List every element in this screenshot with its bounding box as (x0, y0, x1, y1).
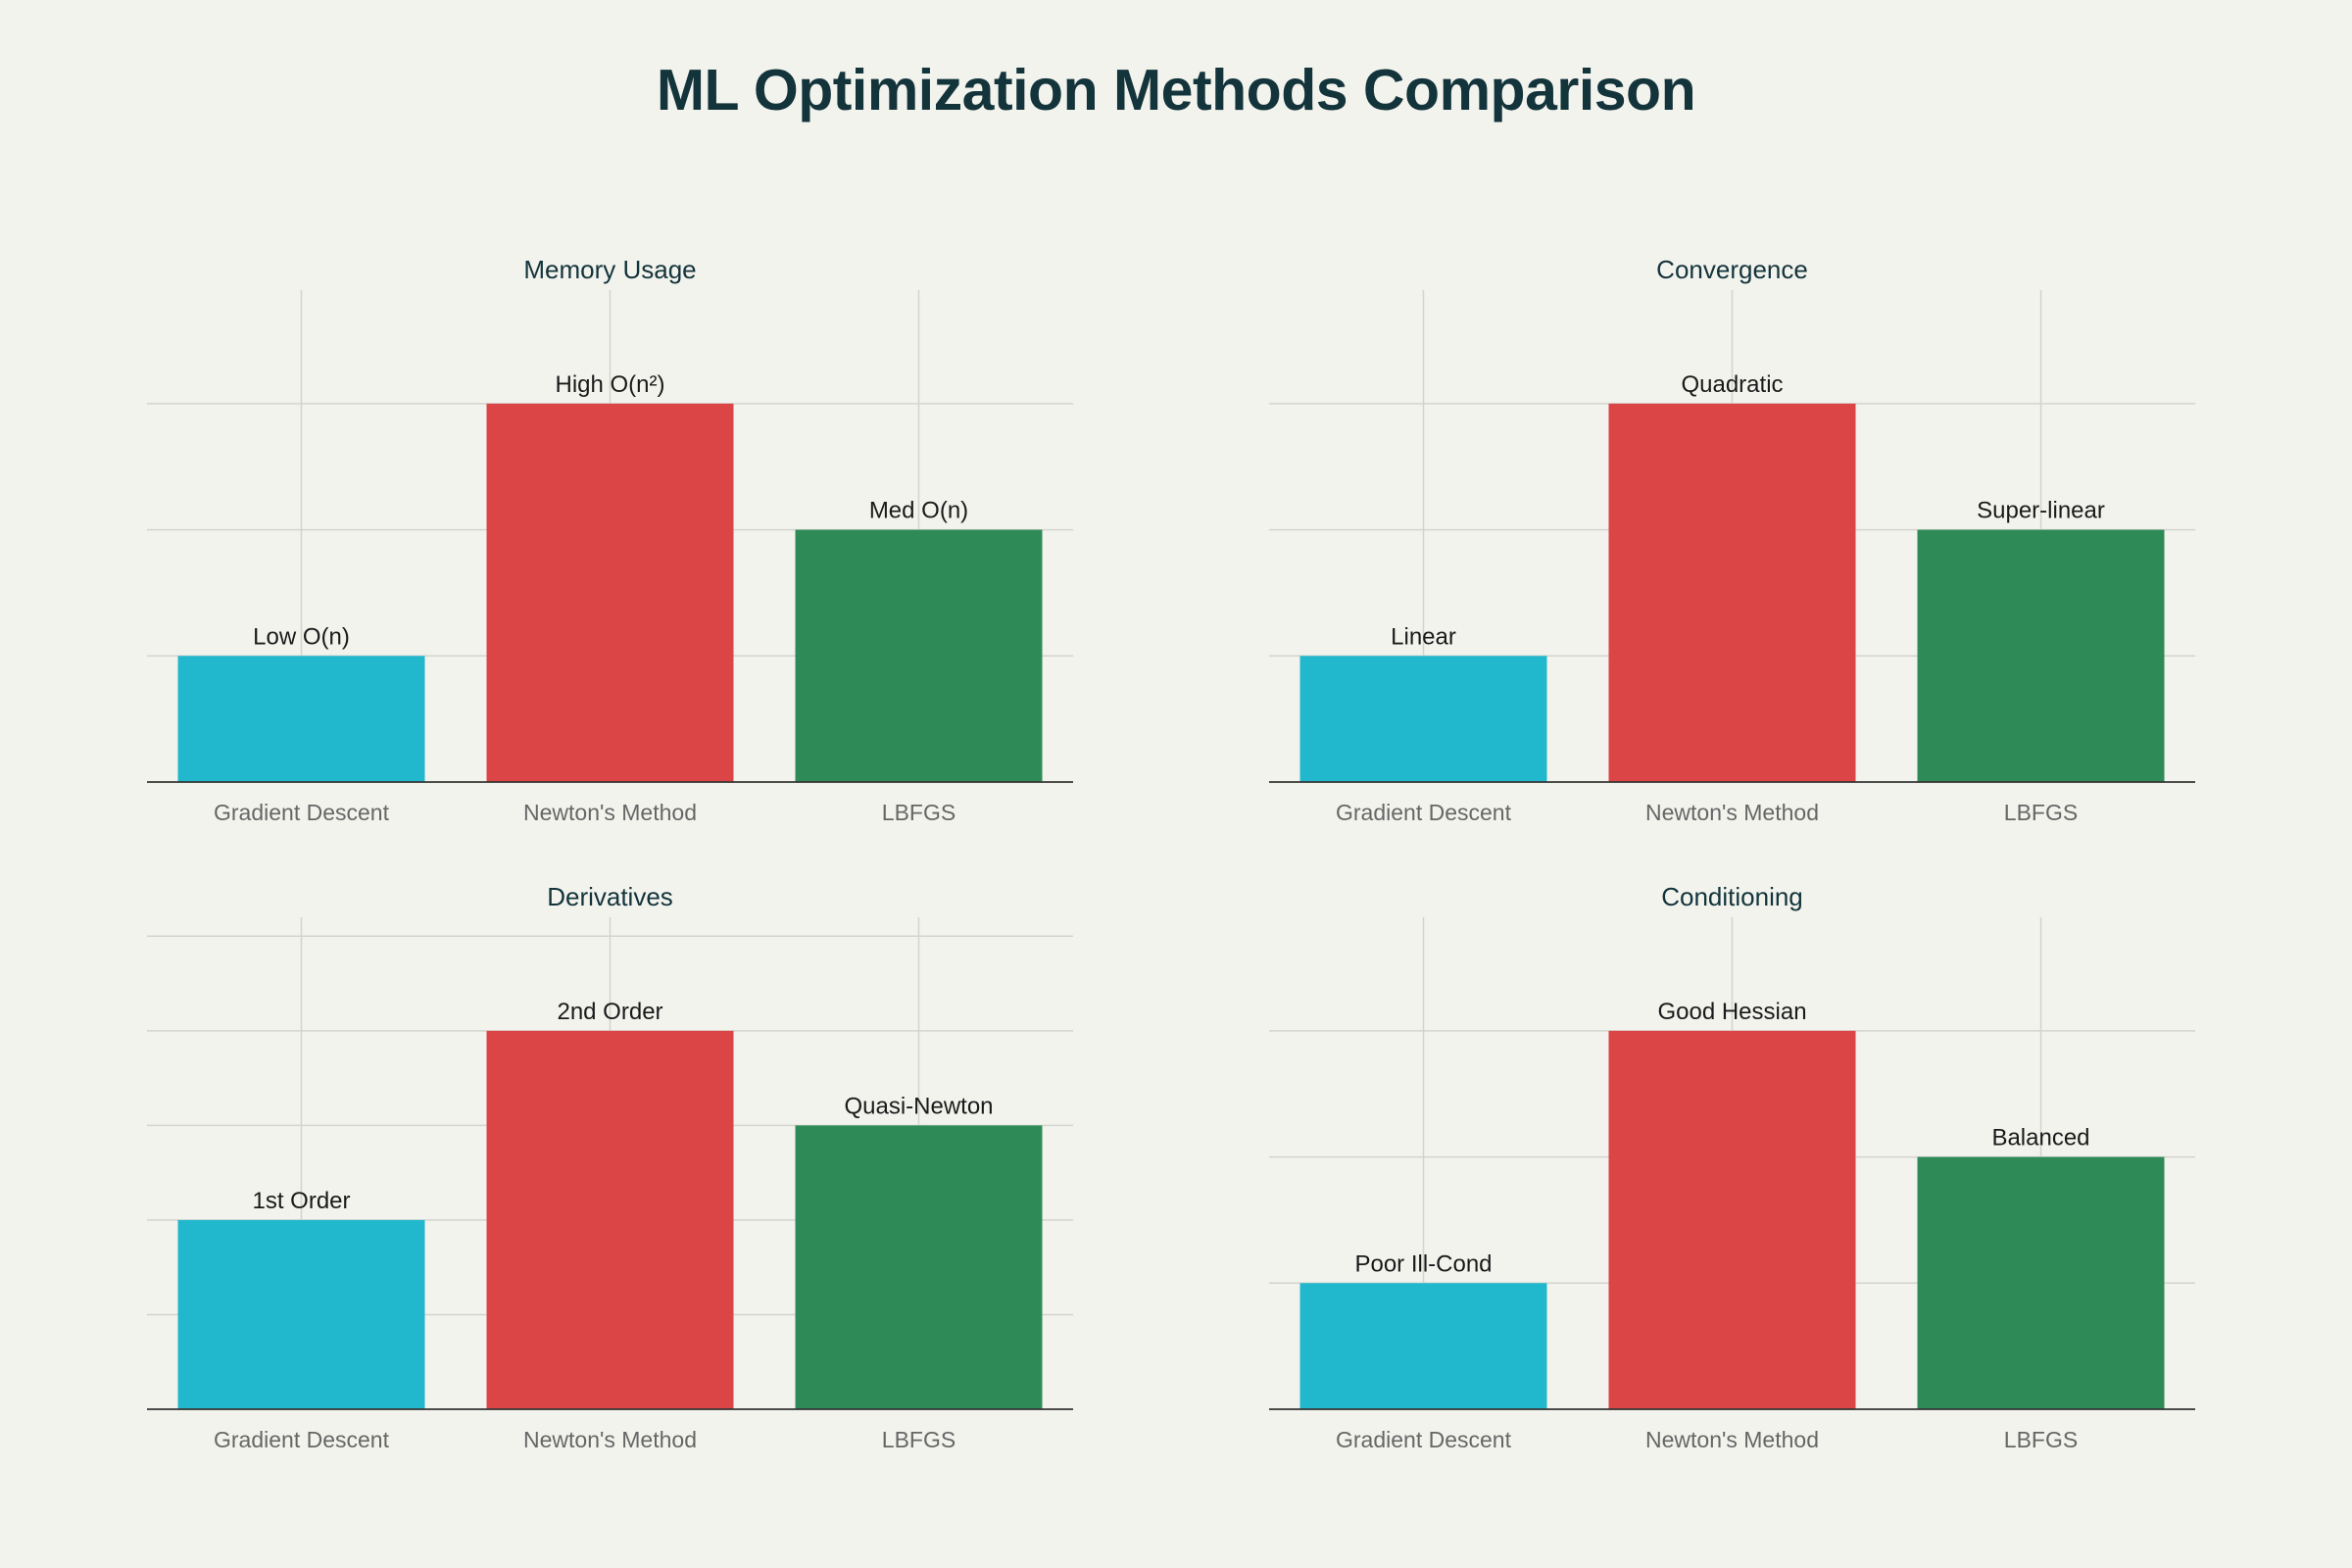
bar (1608, 1030, 1856, 1409)
x-tick-label: Gradient Descent (1336, 1427, 1512, 1452)
bar (1299, 656, 1547, 782)
subplot-title: Derivatives (547, 882, 673, 911)
x-tick-label: Gradient Descent (1336, 800, 1512, 825)
x-tick-label: Newton's Method (1645, 800, 1819, 825)
data-label: Med O(n) (869, 498, 968, 524)
subplot-title: Memory Usage (523, 255, 696, 284)
data-label: Linear (1391, 623, 1456, 650)
x-tick-label: LBFGS (882, 800, 956, 825)
bar (1917, 529, 2165, 782)
bar (1608, 403, 1856, 782)
x-tick-label: Newton's Method (1645, 1427, 1819, 1452)
x-tick-label: LBFGS (2004, 1427, 2078, 1452)
data-label: Quasi-Newton (844, 1093, 993, 1119)
data-label: 1st Order (252, 1188, 350, 1214)
subplot-3: 1st Order Gradient Descent 2nd Order Newton… (147, 882, 1073, 1452)
subplot-2: Linear Gradient Descent Quadratic Newton's … (1269, 255, 2195, 825)
x-tick-label: Gradient Descent (214, 1427, 390, 1452)
data-label: Low O(n) (253, 623, 350, 650)
bar (486, 403, 734, 782)
data-label: Good Hessian (1657, 999, 1806, 1025)
bar (1299, 1283, 1547, 1409)
subplot-1: Low O(n) Gradient Descent High O(n²) Newton… (147, 255, 1073, 825)
x-tick-label: LBFGS (882, 1427, 956, 1452)
subplot-title: Conditioning (1661, 882, 1803, 911)
subplot-title: Convergence (1656, 255, 1808, 284)
x-tick-label: Gradient Descent (214, 800, 390, 825)
data-label: Super-linear (1977, 498, 2105, 524)
x-tick-label: Newton's Method (523, 1427, 697, 1452)
subplot-4: Poor Ill-Cond Gradient Descent Good Hessia… (1269, 882, 2195, 1452)
bar (1917, 1156, 2165, 1409)
x-tick-label: LBFGS (2004, 800, 2078, 825)
bar (177, 656, 425, 782)
data-label: Balanced (1991, 1125, 2089, 1152)
bar (486, 1030, 734, 1409)
chart-title: ML Optimization Methods Comparison (656, 58, 1696, 122)
data-label: 2nd Order (557, 999, 662, 1025)
data-label: Poor Ill-Cond (1354, 1250, 1492, 1277)
bar (795, 529, 1043, 782)
data-label: High O(n²) (555, 371, 664, 398)
x-tick-label: Newton's Method (523, 800, 697, 825)
data-label: Quadratic (1681, 371, 1783, 398)
bar (795, 1125, 1043, 1409)
bar (177, 1219, 425, 1409)
